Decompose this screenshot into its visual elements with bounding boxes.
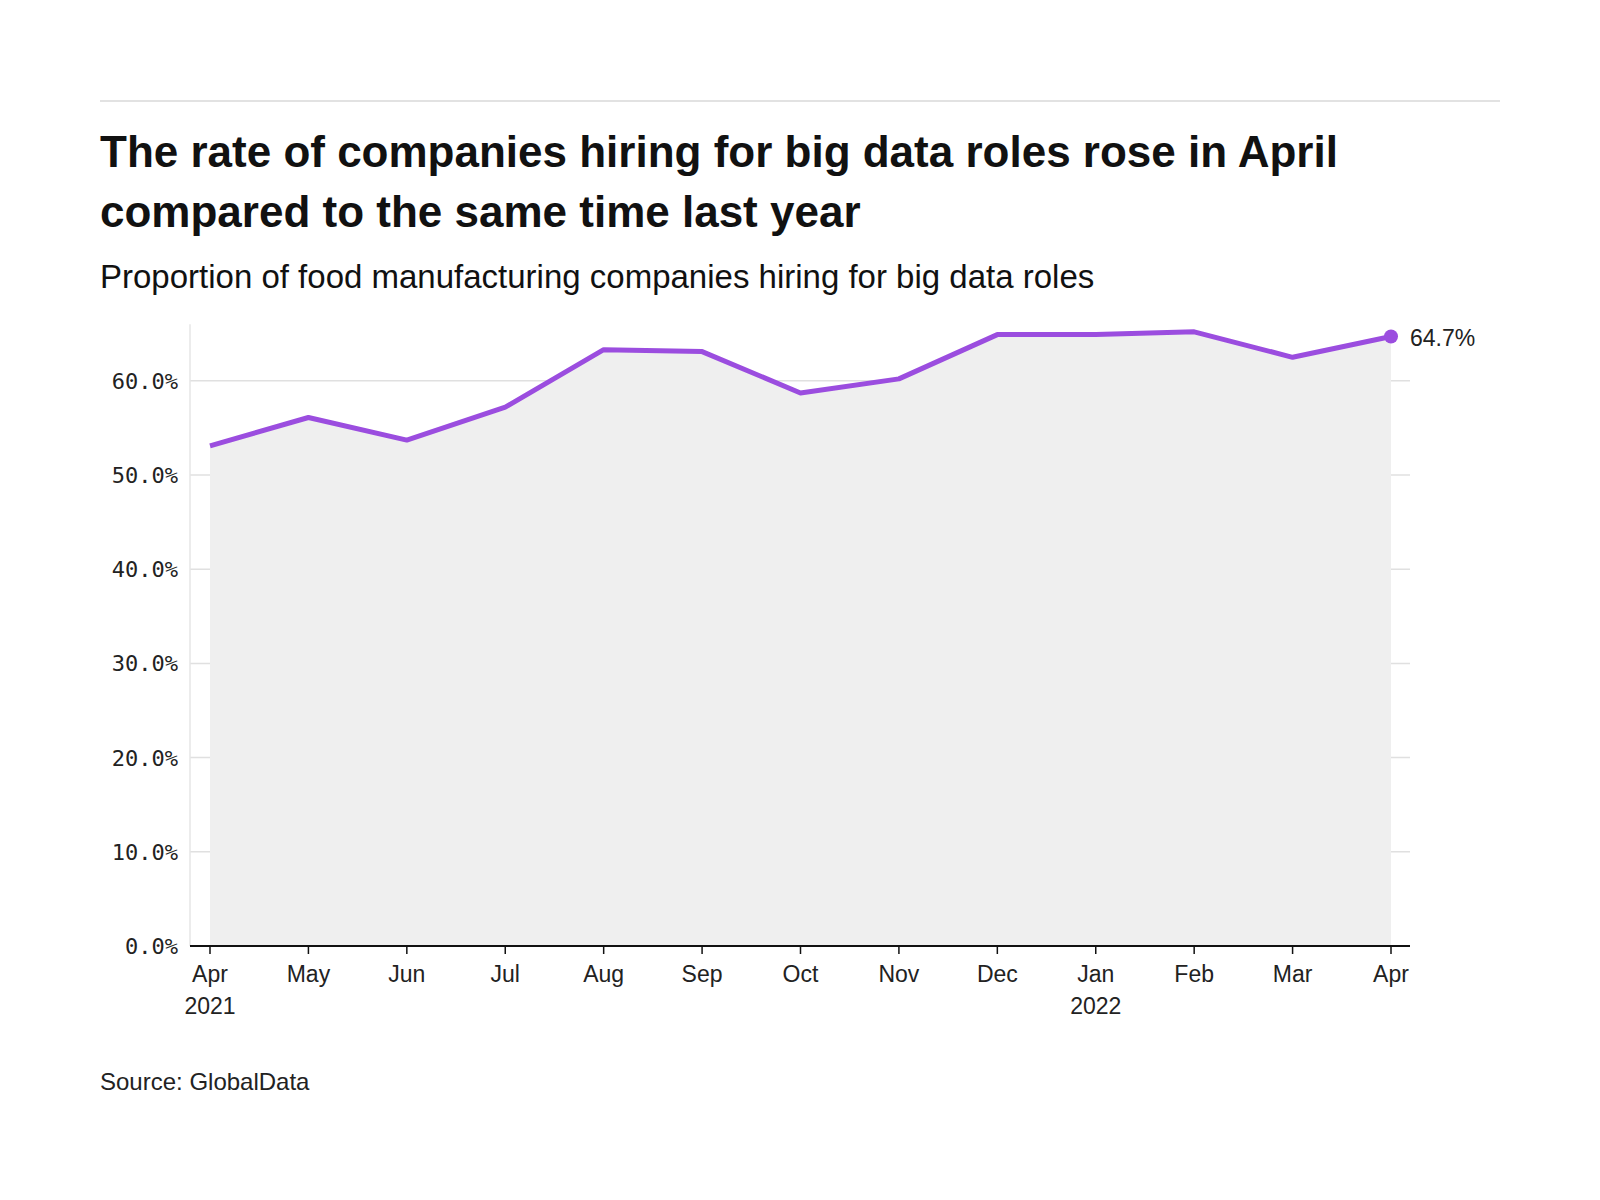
x-tick-label: Apr (1373, 961, 1409, 987)
x-tick (505, 946, 507, 954)
top-rule (100, 100, 1500, 102)
x-tick (800, 946, 802, 954)
x-tick-label: Sep (682, 961, 723, 987)
x-tick-label: Jun (388, 961, 425, 987)
x-tick-label: Oct (783, 961, 819, 987)
plot-area (210, 330, 1398, 946)
x-tick (1095, 946, 1097, 954)
x-tick (209, 946, 211, 954)
x-tick (1292, 946, 1294, 954)
x-tick (603, 946, 605, 954)
x-tick-label: 2021 (184, 993, 235, 1019)
title: The rate of companies hiring for big dat… (100, 122, 1430, 242)
x-tick (406, 946, 408, 954)
x-tick-label: Dec (977, 961, 1018, 987)
area (210, 332, 1391, 946)
x-tick-label: Aug (583, 961, 624, 987)
y-tick-label: 50.0% (112, 463, 178, 488)
subtitle: Proportion of food manufacturing compani… (100, 258, 1094, 296)
chart: 0.0% 10.0% 20.0% 30.0% 40.0% 50.0% 60.0% 64.7% A… (0, 0, 1600, 1200)
y-tick-label: 40.0% (112, 557, 178, 582)
end-marker (1384, 330, 1398, 344)
x-tick-label: May (287, 961, 331, 987)
x-tick-label: Jul (491, 961, 520, 987)
y-tick-label: 60.0% (112, 369, 178, 394)
x-tick (1390, 946, 1392, 954)
x-tick (898, 946, 900, 954)
data-label: 64.7% (1410, 325, 1475, 351)
y-tick-label: 20.0% (112, 746, 178, 771)
x-tick (997, 946, 999, 954)
x-tick (308, 946, 310, 954)
x-tick-label: Jan (1077, 961, 1114, 987)
x-tick (701, 946, 703, 954)
x-tick-label: Nov (878, 961, 919, 987)
x-tick (1193, 946, 1195, 954)
x-tick-label: 2022 (1070, 993, 1121, 1019)
x-tick-label: Feb (1174, 961, 1214, 987)
x-tick-label: Mar (1273, 961, 1313, 987)
y-tick-label: 0.0% (125, 934, 178, 959)
line (210, 332, 1391, 446)
source: Source: GlobalData (100, 1068, 309, 1096)
y-tick-label: 10.0% (112, 840, 178, 865)
y-tick-label: 30.0% (112, 651, 178, 676)
x-tick-label: Apr (192, 961, 228, 987)
y-axis-line (189, 324, 191, 946)
